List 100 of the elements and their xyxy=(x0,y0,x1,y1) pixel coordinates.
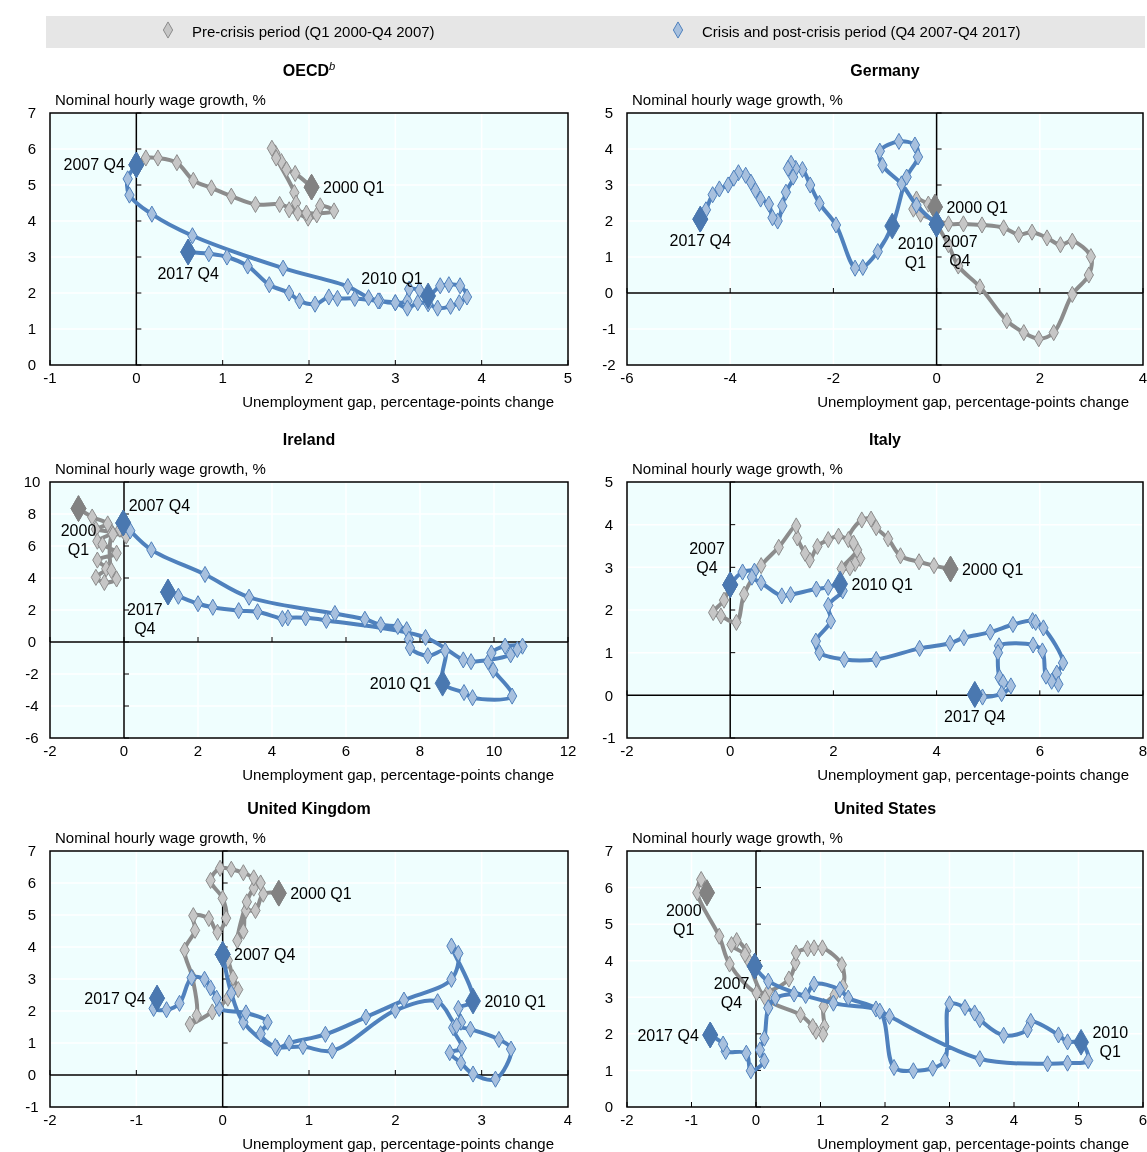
y-tick-label: 0 xyxy=(604,1098,614,1116)
y-tick-label: 5 xyxy=(604,104,614,122)
y-tick-label: 0 xyxy=(27,356,37,374)
y-tick-label: 4 xyxy=(604,140,614,158)
y-tick-label: 3 xyxy=(27,970,37,988)
y-axis-title: Nominal hourly wage growth, % xyxy=(55,460,266,477)
x-tick-label: -6 xyxy=(620,369,634,386)
annotation: 2007 Q4 xyxy=(128,497,191,515)
annotation: 2017 Q4 xyxy=(944,707,1006,725)
y-tick-label: 2 xyxy=(604,601,614,619)
y-tick-label: 4 xyxy=(604,515,614,533)
y-tick-label: 3 xyxy=(27,248,37,266)
y-axis-title: Nominal hourly wage growth, % xyxy=(632,829,843,846)
x-tick-label: 1 xyxy=(816,1111,825,1128)
annotation: 2000 Q1 xyxy=(60,521,97,558)
x-tick-label: 0 xyxy=(726,742,735,759)
x-tick-label: 2 xyxy=(1035,369,1044,386)
annotation: 2017 Q4 xyxy=(637,1026,699,1044)
y-tick-label: 7 xyxy=(27,104,37,122)
annotation: 2007 Q4 xyxy=(689,539,725,576)
y-tick-label: 2 xyxy=(27,284,37,302)
y-tick-label: 2 xyxy=(604,212,614,230)
x-axis-title: Unemployment gap, percentage-points change xyxy=(817,766,1129,783)
x-tick-label: 4 xyxy=(1138,369,1147,386)
y-tick-label: 7 xyxy=(27,842,37,860)
annotation: 2017 Q4 xyxy=(669,232,732,250)
y-tick-label: 4 xyxy=(27,938,37,956)
y-axis-title: Nominal hourly wage growth, % xyxy=(632,91,843,108)
y-tick-label: 5 xyxy=(27,906,37,924)
x-tick-label: 2 xyxy=(880,1111,890,1128)
x-tick-label: 2 xyxy=(193,742,203,759)
y-tick-label: 1 xyxy=(604,248,614,266)
y-tick-label: -1 xyxy=(602,729,616,747)
x-tick-label: 8 xyxy=(415,742,425,759)
x-tick-label: 0 xyxy=(932,369,941,386)
y-tick-label: 0 xyxy=(27,633,37,651)
x-tick-label: 3 xyxy=(477,1111,486,1128)
chart-title: Ireland xyxy=(282,431,336,448)
y-tick-label: -1 xyxy=(602,320,616,338)
y-tick-label: -2 xyxy=(602,356,616,374)
x-tick-label: -2 xyxy=(620,742,634,759)
chart-title: Germany xyxy=(850,62,920,79)
x-tick-label: 2 xyxy=(304,369,314,386)
x-tick-label: 0 xyxy=(119,742,129,759)
y-tick-label: -2 xyxy=(25,665,39,683)
x-tick-label: 4 xyxy=(932,742,941,759)
x-tick-label: 2 xyxy=(391,1111,400,1128)
y-tick-label: 4 xyxy=(604,951,614,969)
chart-title: Italy xyxy=(868,431,902,448)
x-tick-label: 0 xyxy=(218,1111,227,1128)
annotation: 2010 Q1 xyxy=(851,575,913,593)
annotation: 2000 Q1 xyxy=(322,178,385,196)
y-tick-label: 5 xyxy=(27,176,37,194)
y-tick-label: 2 xyxy=(27,1002,37,1020)
x-tick-label: 2 xyxy=(829,742,838,759)
x-tick-label: 3 xyxy=(391,369,400,386)
x-tick-label: 5 xyxy=(563,369,573,386)
y-tick-label: 0 xyxy=(604,284,614,302)
x-tick-label: 0 xyxy=(132,369,141,386)
annotation: 2010 Q1 xyxy=(484,992,546,1010)
annotation: 2017 Q4 xyxy=(84,989,146,1007)
y-tick-label: 0 xyxy=(604,686,614,704)
x-tick-label: 4 xyxy=(477,369,486,386)
x-tick-label: 6 xyxy=(1138,1111,1147,1128)
y-tick-label: -6 xyxy=(25,729,39,747)
y-tick-label: -4 xyxy=(25,697,39,715)
x-axis-title: Unemployment gap, percentage-points change xyxy=(817,1135,1129,1152)
y-tick-label: 6 xyxy=(27,537,37,555)
y-tick-label: 7 xyxy=(604,842,614,860)
y-tick-label: 6 xyxy=(27,874,37,892)
annotation: 2000 Q1 xyxy=(665,901,702,938)
x-tick-label: 6 xyxy=(1035,742,1044,759)
y-tick-label: 10 xyxy=(23,473,41,491)
y-tick-label: 1 xyxy=(604,1061,614,1079)
annotation: 2007 Q4 xyxy=(713,975,750,1012)
x-tick-label: -2 xyxy=(826,369,841,386)
x-tick-label: 1 xyxy=(304,1111,314,1128)
x-tick-label: 4 xyxy=(1009,1111,1019,1128)
annotation: 2017 Q4 xyxy=(127,601,163,638)
x-tick-label: -1 xyxy=(129,1111,144,1128)
x-tick-label: -2 xyxy=(620,1111,634,1128)
y-axis-title: Nominal hourly wage growth, % xyxy=(632,460,843,477)
y-tick-label: 2 xyxy=(604,1025,614,1043)
annotation: 2017 Q4 xyxy=(157,265,219,283)
annotation: 2010 Q1 xyxy=(1092,1024,1129,1061)
x-tick-label: 5 xyxy=(1074,1111,1083,1128)
y-tick-label: 0 xyxy=(27,1066,37,1084)
x-tick-label: -1 xyxy=(684,1111,699,1128)
y-tick-label: 8 xyxy=(27,505,37,523)
annotation: 2007 Q4 xyxy=(63,156,126,174)
y-tick-label: 1 xyxy=(27,320,37,338)
x-tick-label: -1 xyxy=(43,369,57,386)
y-tick-label: 1 xyxy=(27,1034,37,1052)
x-tick-label: 8 xyxy=(1138,742,1147,759)
y-tick-label: 3 xyxy=(604,558,614,576)
legend-label: Crisis and post-crisis period (Q4 2007-Q4 2017) xyxy=(702,23,1021,41)
annotation: 2007 Q4 xyxy=(234,945,296,963)
x-axis-title: Unemployment gap, percentage-points change xyxy=(242,766,554,783)
x-tick-label: 4 xyxy=(563,1111,573,1128)
x-tick-label: 0 xyxy=(751,1111,761,1128)
